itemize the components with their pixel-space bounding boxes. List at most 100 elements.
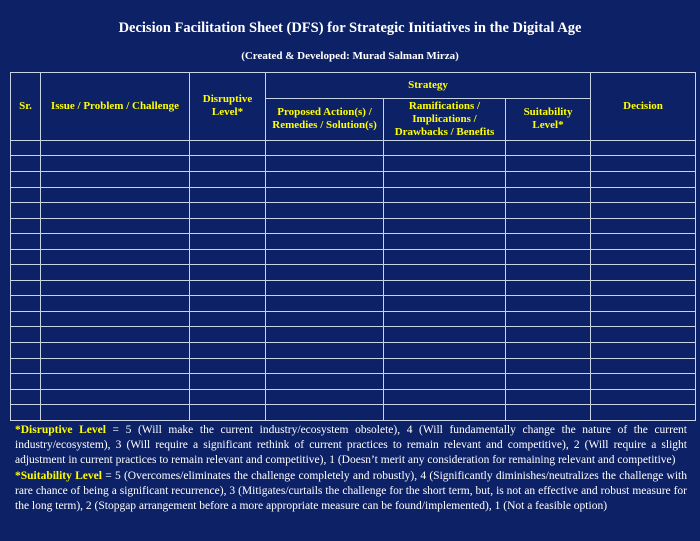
table-row — [10, 357, 697, 375]
table-cell — [590, 404, 697, 421]
table-cell — [40, 264, 190, 281]
footnote-disruptive-text: = 5 (Will make the current industry/ecos… — [15, 424, 688, 466]
table-cell — [504, 155, 592, 172]
table-cell — [504, 342, 592, 359]
table-cell — [265, 139, 384, 157]
table-cell — [504, 373, 592, 390]
table-cell — [504, 310, 592, 328]
table-cell — [590, 248, 697, 266]
column-header-ramifications: Ramifications / Implications / Drawbacks… — [383, 98, 506, 141]
table-cell — [504, 279, 592, 297]
table-cell — [590, 202, 697, 219]
table-cell — [504, 264, 592, 281]
table-cell — [504, 388, 592, 406]
table-cell — [383, 186, 506, 204]
table-row — [10, 264, 697, 281]
table-cell — [383, 248, 506, 266]
table-cell — [189, 155, 266, 172]
table-cell — [10, 186, 41, 204]
table-cell — [10, 326, 41, 344]
header-row-top: Sr. Issue / Problem / Challenge Disrupti… — [10, 72, 697, 141]
table-cell — [504, 233, 592, 250]
table-cell — [504, 139, 592, 157]
table-cell — [590, 295, 697, 312]
table-cell — [10, 342, 41, 359]
table-cell — [40, 139, 190, 157]
table-row — [10, 279, 697, 297]
table-cell — [590, 171, 697, 188]
table-cell — [189, 326, 266, 344]
table-row — [10, 248, 697, 266]
table-cell — [504, 171, 592, 188]
table-cell — [590, 264, 697, 281]
table-cell — [383, 217, 506, 235]
table-cell — [189, 248, 266, 266]
table-cell — [265, 155, 384, 172]
table-cell — [383, 373, 506, 390]
table-cell — [383, 279, 506, 297]
table-cell — [504, 295, 592, 312]
table-cell — [383, 139, 506, 157]
table-cell — [10, 279, 41, 297]
table-cell — [40, 186, 190, 204]
table-cell — [10, 171, 41, 188]
footnote-suitability-level: *Suitability Level = 5 (Overcomes/elimin… — [15, 469, 687, 514]
table-cell — [40, 202, 190, 219]
table-cell — [40, 171, 190, 188]
table-cell — [504, 326, 592, 344]
table-cell — [383, 171, 506, 188]
table-cell — [590, 342, 697, 359]
table-cell — [10, 388, 41, 406]
table-cell — [10, 357, 41, 375]
table-cell — [383, 404, 506, 421]
table-row — [10, 217, 697, 235]
table-cell — [189, 388, 266, 406]
table-cell — [383, 326, 506, 344]
table-cell — [504, 357, 592, 375]
table-cell — [10, 202, 41, 219]
table-cell — [383, 155, 506, 172]
table-row — [10, 233, 697, 250]
table-cell — [383, 202, 506, 219]
table-cell — [10, 248, 41, 266]
table-cell — [189, 310, 266, 328]
column-header-decision: Decision — [590, 72, 697, 141]
column-header-proposed-actions: Proposed Action(s) / Remedies / Solution… — [265, 98, 384, 141]
column-header-issue: Issue / Problem / Challenge — [40, 72, 190, 141]
table-cell — [40, 233, 190, 250]
table-cell — [189, 295, 266, 312]
page-subtitle: (Created & Developed: Murad Salman Mirza… — [241, 50, 459, 62]
table-cell — [265, 279, 384, 297]
table-row — [10, 171, 697, 188]
table-cell — [265, 264, 384, 281]
table-cell — [383, 310, 506, 328]
table-cell — [40, 404, 190, 421]
table-cell — [265, 404, 384, 421]
table-row — [10, 295, 697, 312]
table-cell — [189, 217, 266, 235]
table-cell — [265, 248, 384, 266]
table-cell — [590, 186, 697, 204]
table-cell — [40, 279, 190, 297]
table-cell — [383, 264, 506, 281]
table-cell — [265, 388, 384, 406]
table-cell — [590, 139, 697, 157]
table-cell — [189, 373, 266, 390]
table-cell — [40, 248, 190, 266]
table-cell — [40, 310, 190, 328]
table-row — [10, 326, 697, 344]
table-cell — [590, 357, 697, 375]
table-row — [10, 310, 697, 328]
table-row — [10, 388, 697, 406]
table-cell — [383, 342, 506, 359]
table-row — [10, 373, 697, 390]
table-cell — [590, 326, 697, 344]
decision-facilitation-table: Sr. Issue / Problem / Challenge Disrupti… — [10, 72, 697, 421]
header-row-sub: Proposed Action(s) / Remedies / Solution… — [11, 98, 696, 141]
table-cell — [40, 388, 190, 406]
column-header-disruptive-level: Disruptive Level* — [189, 72, 266, 141]
table-header: Sr. Issue / Problem / Challenge Disrupti… — [10, 72, 697, 141]
table-row — [10, 202, 697, 219]
table-cell — [265, 357, 384, 375]
